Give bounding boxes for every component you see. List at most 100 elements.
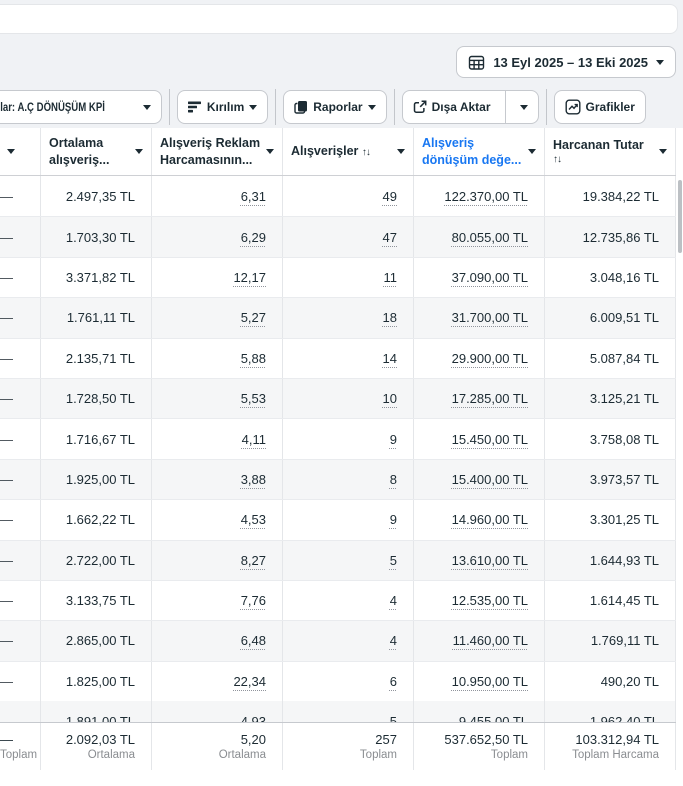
purchases-cell[interactable]: 10 [283,378,414,419]
roas-cell[interactable]: 4,11 [152,419,283,459]
name-cell: — [0,621,41,661]
purchases-cell[interactable]: 6 [283,661,414,702]
chevron-down-icon [249,104,258,110]
chevron-down-icon [142,104,151,110]
avg-purchase-cell: 2.497,35 TL [41,176,152,217]
purchases-cell[interactable]: 9 [283,500,414,540]
amount-spent-cell: 5.087,84 TL [545,338,676,378]
breakdown-button[interactable]: Kırılım [176,90,269,124]
table-row: — 1.825,00 TL 22,34 6 10.950,00 TL 490,2… [0,660,676,702]
chevron-down-icon [528,149,536,154]
amount-spent-cell: 19.384,22 TL [545,176,676,217]
breakdown-icon [187,101,202,113]
avg-purchase-cell: 1.761,11 TL [41,298,152,338]
conversion-value-cell[interactable]: 17.285,00 TL [414,378,545,419]
header-label: dönüşüm değe... [422,152,522,167]
purchases-cell[interactable]: 4 [283,580,414,621]
roas-cell[interactable]: 12,17 [152,257,283,298]
purchases-cell[interactable]: 5 [283,701,414,742]
totals-value: 5,20 [240,732,266,747]
conversion-value-cell[interactable]: 80.055,00 TL [414,217,545,257]
table-row: — 1.703,30 TL 6,29 47 80.055,00 TL 12.73… [0,216,676,257]
avg-purchase-cell: 1.703,30 TL [41,217,152,257]
column-header-conversion-value[interactable]: Alışveriş dönüşüm değe... [414,128,545,175]
roas-cell[interactable]: 8,27 [152,540,283,580]
roas-cell[interactable]: 4,53 [152,500,283,540]
purchases-cell[interactable]: 49 [283,176,414,217]
roas-cell[interactable]: 6,48 [152,621,283,661]
columns-button[interactable]: Sütunlar: A.Ç DÖNÜŞÜM KPİ [0,90,162,124]
conversion-value-cell[interactable]: 14.960,00 TL [414,500,545,540]
table-row: — 2.135,71 TL 5,88 14 29.900,00 TL 5.087… [0,337,676,378]
column-header-amount-spent[interactable]: Harcanan Tutar ↑↓ [545,128,676,175]
conversion-value-cell[interactable]: 37.090,00 TL [414,257,545,298]
roas-cell[interactable]: 22,34 [152,661,283,702]
purchases-cell[interactable]: 5 [283,540,414,580]
chevron-down-icon [367,104,376,110]
conversion-value-cell[interactable]: 10.950,00 TL [414,661,545,702]
conversion-value-cell[interactable]: 122.370,00 TL [414,176,545,217]
conversion-value-cell[interactable]: 13.610,00 TL [414,540,545,580]
purchases-cell[interactable]: 11 [283,257,414,298]
name-cell: — [0,419,41,459]
avg-purchase-cell: 3.371,82 TL [41,257,152,298]
column-header-purchases[interactable]: Alışverişler ↑↓ [283,128,414,175]
roas-cell[interactable]: 5,27 [152,298,283,338]
table-row: — 1.728,50 TL 5,53 10 17.285,00 TL 3.125… [0,377,676,419]
column-header-name[interactable] [0,128,41,175]
purchases-cell[interactable]: 18 [283,298,414,338]
report-toolbar: Sütunlar: A.Ç DÖNÜŞÜM KPİ Kırılım Raporl… [0,89,646,125]
totals-label: Ortalama [218,749,266,761]
charts-button[interactable]: Grafikler [553,90,646,124]
column-header-avg-purchase[interactable]: Ortalama alışveriş... [41,128,152,175]
table-row: — 3.371,82 TL 12,17 11 37.090,00 TL 3.04… [0,256,676,298]
table-row: — 2.497,35 TL 6,31 49 122.370,00 TL 19.3… [0,176,676,217]
purchases-cell[interactable]: 14 [283,338,414,378]
export-icon [413,100,427,114]
sort-icon: ↑↓ [361,147,371,159]
column-header-roas[interactable]: Alışveriş Reklam Harcamasının... [152,128,283,175]
conversion-value-cell[interactable]: 29.900,00 TL [414,338,545,378]
conversion-value-cell[interactable]: 15.450,00 TL [414,419,545,459]
name-cell: — [0,580,41,621]
roas-cell[interactable]: 5,53 [152,378,283,419]
header-label: Alışveriş [422,136,475,151]
name-cell: — [0,176,41,217]
reports-button[interactable]: Raporlar [283,90,387,124]
name-cell: — [0,217,41,257]
roas-cell[interactable]: 7,76 [152,580,283,621]
toolbar-divider [545,89,547,125]
charts-icon [565,99,581,115]
totals-label: Ortalama [87,749,135,761]
amount-spent-cell: 3.048,16 TL [545,257,676,298]
toolbar-divider [275,89,277,125]
filter-bar[interactable] [0,4,678,34]
purchases-cell[interactable]: 47 [283,217,414,257]
chevron-down-icon [659,149,667,154]
roas-cell[interactable]: 5,88 [152,338,283,378]
totals-purchases-cell: 257 Toplam [283,723,414,770]
export-button[interactable]: Dışa Aktar [401,90,539,124]
chevron-down-icon[interactable] [519,104,528,110]
roas-cell[interactable]: 6,29 [152,217,283,257]
date-range-button[interactable]: 13 Eyl 2025 – 13 Eki 2025 [456,46,676,78]
conversion-value-cell[interactable]: 15.400,00 TL [414,459,545,500]
amount-spent-cell: 3.758,08 TL [545,419,676,459]
purchases-cell[interactable]: 9 [283,419,414,459]
header-label: alışveriş... [49,152,110,167]
conversion-value-cell[interactable]: 12.535,00 TL [414,580,545,621]
amount-spent-cell: 3.973,57 TL [545,459,676,500]
chevron-down-icon [397,149,405,154]
roas-cell[interactable]: 3,88 [152,459,283,500]
roas-cell[interactable]: 6,31 [152,176,283,217]
purchases-cell[interactable]: 8 [283,459,414,500]
conversion-value-cell[interactable]: 31.700,00 TL [414,298,545,338]
table-footer-spacer [0,770,683,786]
vertical-scrollbar-thumb[interactable] [678,180,682,253]
avg-purchase-cell: 2.865,00 TL [41,621,152,661]
table-row: — 1.925,00 TL 3,88 8 15.400,00 TL 3.973,… [0,458,676,500]
purchases-cell[interactable]: 4 [283,621,414,661]
conversion-value-cell[interactable]: 11.460,00 TL [414,621,545,661]
totals-label: Toplam [359,749,397,761]
